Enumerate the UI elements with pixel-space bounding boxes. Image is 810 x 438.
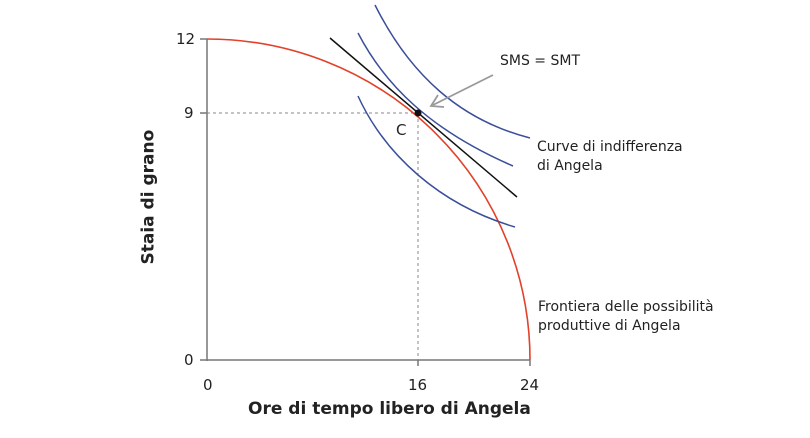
indifference-curve-tangent (357, 32, 514, 167)
x-tick-label-0: 0 (203, 376, 213, 394)
y-tick-label-9: 9 (184, 104, 194, 122)
x-tick-label-16: 16 (408, 376, 428, 394)
point-c (414, 109, 422, 117)
frontier-label-1: Frontiera delle possibilità (538, 299, 714, 315)
y-tick-label-0: 0 (184, 351, 194, 369)
y-tick-label-12: 12 (176, 30, 196, 48)
x-tick-label-24: 24 (520, 376, 540, 394)
indifference-curve-low (357, 95, 516, 228)
frontier-label-2: produttive di Angela (538, 318, 681, 334)
point-c-label: C (396, 121, 407, 139)
x-axis-label: Ore di tempo libero di Angela (248, 399, 531, 419)
production-frontier (206, 38, 531, 361)
tangency-label: SMS = SMT (500, 53, 581, 69)
indifference-label-2: di Angela (537, 158, 603, 174)
y-axis-label: Staia di grano (138, 129, 159, 265)
arrow-head-icon (429, 94, 445, 108)
tangent-line (329, 37, 518, 198)
indifference-label-1: Curve di indifferenza (537, 139, 683, 155)
indifference-curve-high (374, 4, 531, 139)
arrow-shaft (432, 74, 494, 106)
